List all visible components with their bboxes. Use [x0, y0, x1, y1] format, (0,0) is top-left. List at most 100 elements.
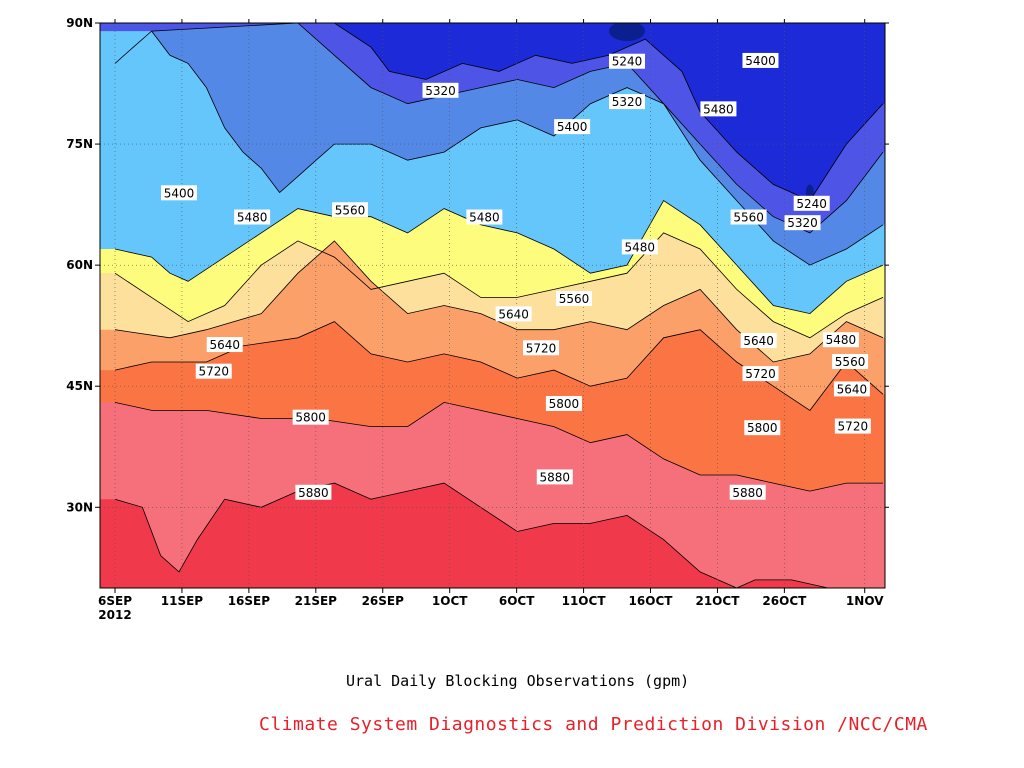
contour-label-text: 5320	[425, 84, 456, 98]
contour-label-box	[545, 395, 582, 411]
y-tick-label: 90N	[66, 16, 93, 30]
contour-label-text: 5880	[298, 486, 329, 500]
contour-label: 5320	[784, 215, 821, 231]
contour-label-box	[536, 469, 573, 485]
chart-title: Ural Daily Blocking Observations (gpm)	[346, 672, 690, 690]
contour-label-box	[495, 306, 532, 322]
contour-label-text: 5720	[838, 420, 869, 434]
y-tick-label: 75N	[66, 137, 93, 151]
x-tick-label: 26SEP	[362, 594, 405, 608]
contour-label-box	[195, 363, 232, 379]
contour-label-text: 5400	[557, 120, 588, 134]
contour-label-box	[161, 185, 197, 201]
y-tick-label: 30N	[66, 500, 93, 514]
contour-label-text: 5480	[237, 211, 268, 225]
contour-label-text: 5560	[835, 355, 866, 369]
contour-label: 5480	[822, 332, 859, 348]
contour-label-box	[466, 209, 503, 225]
contour-label: 5320	[422, 82, 459, 98]
contour-label: 5480	[621, 239, 658, 255]
contour-line-5320	[114, 23, 884, 234]
contour-label: 5240	[793, 195, 830, 211]
contour-line-5880	[114, 482, 829, 588]
contour-label-text: 5480	[826, 333, 857, 347]
x-tick-label: 1OCT	[432, 594, 468, 608]
contour-label-text: 5240	[796, 197, 827, 211]
credit-line: Climate System Diagnostics and Predictio…	[259, 714, 928, 735]
contour-label-box	[729, 484, 766, 500]
contour-label-box	[833, 381, 870, 397]
x-tick-label: 21OCT	[695, 594, 740, 608]
contour-label-box	[784, 215, 821, 231]
contour-label-box	[554, 119, 591, 135]
contour-label-text: 5320	[612, 95, 643, 109]
contour-label-text: 5800	[295, 411, 326, 425]
contour-label: 5640	[833, 381, 870, 397]
contour-label-box	[523, 340, 560, 356]
contour-label: 5880	[729, 484, 766, 500]
contour-label-text: 5640	[743, 334, 774, 348]
contour-label: 5720	[742, 366, 779, 382]
contour-label-text: 5480	[625, 240, 656, 254]
x-tick-label: 26OCT	[762, 594, 807, 608]
contour-label-text: 5240	[612, 55, 643, 69]
contour-label-text: 5480	[469, 211, 500, 225]
contour-label-box	[292, 409, 329, 425]
contour-label-box	[834, 418, 871, 434]
plot-frame	[99, 22, 886, 589]
x-tick-label: 11SEP	[161, 594, 204, 608]
contour-label-box	[234, 209, 271, 225]
contour-label: 5560	[832, 354, 869, 369]
contour-label-box	[832, 354, 869, 369]
x-tick-label: 1NOV	[846, 594, 884, 608]
x-tick-year: 2012	[98, 608, 131, 622]
contour-label-text: 5640	[498, 307, 529, 321]
contour-line-5240	[334, 23, 884, 202]
y-tick-label: 45N	[66, 379, 93, 393]
contour-label: 5880	[536, 469, 573, 485]
contour-label-text: 5560	[733, 211, 764, 225]
contour-label-box	[609, 53, 645, 69]
contour-label-text: 5640	[209, 338, 240, 352]
x-tick-label: 11OCT	[562, 594, 607, 608]
contour-label-box	[793, 195, 830, 211]
contour-label: 5480	[466, 209, 503, 225]
contour-label-text: 5560	[559, 292, 590, 306]
band-fill-5880	[100, 483, 885, 588]
contour-label-box	[822, 332, 859, 348]
contour-label-text: 5560	[335, 203, 366, 217]
x-tick-label: 6SEP	[98, 594, 132, 608]
contour-label-box	[730, 209, 767, 225]
contour-label: 5400	[161, 185, 197, 201]
contour-label: 5480	[234, 209, 271, 225]
contour-label-box	[295, 484, 332, 500]
contour-label: 5480	[700, 101, 737, 117]
contour-label: 5560	[331, 202, 368, 218]
contour-label-box	[742, 52, 779, 68]
contour-line-5560	[114, 232, 884, 339]
contour-line-5400	[151, 30, 884, 266]
contour-label-text: 5320	[787, 216, 818, 230]
contour-label-text: 5720	[198, 365, 229, 379]
contour-label-text: 5880	[539, 470, 570, 484]
contour-label-box	[742, 366, 779, 382]
contour-line-5640	[114, 240, 884, 363]
contour-label-text: 5720	[526, 341, 557, 355]
contour-label-text: 5800	[549, 397, 580, 411]
band-fill-core	[609, 23, 645, 42]
contour-label: 5320	[609, 94, 645, 110]
contour-label-box	[206, 337, 243, 353]
contour-label: 5800	[292, 409, 329, 425]
contour-label-box	[555, 291, 592, 307]
contour-label: 5400	[742, 52, 779, 68]
x-tick-label: 16OCT	[629, 594, 674, 608]
contour-label-box	[700, 101, 737, 117]
contour-label-text: 5880	[732, 486, 763, 500]
contour-label: 5400	[554, 119, 591, 135]
contour-label-text: 5480	[703, 102, 734, 116]
contour-label-text: 5800	[747, 421, 778, 435]
contour-label: 5720	[523, 340, 560, 356]
contour-label-text: 5400	[745, 54, 776, 68]
contour-label: 5240	[609, 53, 645, 69]
